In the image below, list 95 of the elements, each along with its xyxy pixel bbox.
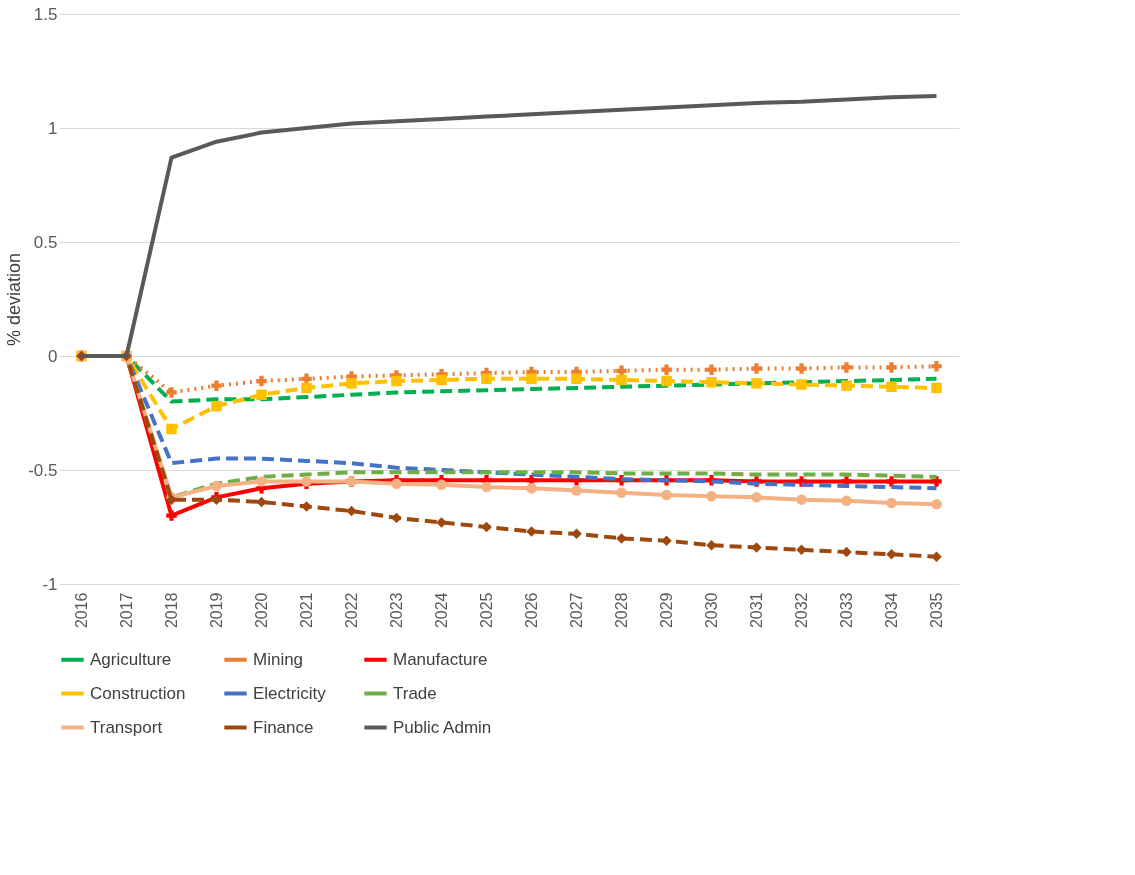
legend-label: Mining (253, 649, 304, 669)
x-tick-label: 2028 (613, 592, 630, 629)
point (571, 373, 582, 385)
legend-label: Finance (253, 717, 314, 737)
point (436, 374, 447, 386)
x-tick-label: 2023 (388, 592, 405, 629)
point (751, 363, 762, 374)
x-tick-label: 2035 (928, 592, 945, 629)
point (886, 476, 897, 487)
x-tick-label: 2018 (163, 592, 180, 629)
x-tick-label: 2034 (883, 592, 900, 629)
point (436, 517, 447, 528)
point (211, 380, 222, 391)
point (166, 387, 177, 398)
x-tick-label: 2019 (208, 592, 225, 629)
x-tick-label: 2022 (343, 592, 360, 629)
point (751, 542, 762, 553)
y-tick-label: 0.5 (33, 232, 58, 252)
point (436, 479, 447, 491)
point (841, 495, 852, 507)
point (526, 526, 537, 537)
point (391, 512, 402, 524)
point (661, 535, 672, 546)
point (661, 375, 672, 387)
legend-label: Manufacture (393, 649, 488, 669)
point (841, 546, 852, 558)
y-tick-label: -0.5 (28, 460, 58, 480)
point (661, 364, 672, 375)
point (796, 494, 807, 505)
x-tick-label: 2021 (298, 592, 315, 629)
point (391, 375, 402, 387)
point (886, 362, 897, 373)
point (526, 373, 537, 385)
x-tick-label: 2031 (748, 592, 765, 629)
y-axis-title: % deviation (4, 252, 25, 347)
point (706, 376, 717, 388)
point (256, 476, 267, 487)
point (931, 361, 942, 372)
point (211, 480, 222, 492)
point (481, 521, 492, 533)
x-tick-label: 2025 (478, 592, 495, 629)
point (526, 483, 537, 494)
point (751, 492, 762, 503)
x-tick-label: 2026 (523, 592, 540, 629)
point (661, 489, 672, 501)
point (166, 423, 177, 435)
point (256, 389, 267, 400)
point (301, 382, 312, 394)
point (166, 510, 177, 521)
x-tick-label: 2033 (838, 592, 855, 629)
point (706, 364, 717, 375)
point (796, 379, 807, 390)
point (931, 382, 942, 394)
point (796, 363, 807, 374)
legend-label: Electricity (253, 683, 327, 703)
point (571, 485, 582, 496)
point (706, 490, 717, 502)
point (301, 501, 312, 512)
point (841, 380, 852, 391)
x-tick-label: 2030 (703, 592, 720, 629)
x-tick-label: 2017 (118, 592, 135, 629)
point (706, 540, 717, 551)
point (346, 505, 357, 517)
point (886, 549, 897, 560)
legend-label: Agriculture (90, 649, 172, 669)
point (616, 374, 627, 386)
x-tick-label: 2032 (793, 592, 810, 629)
point (931, 498, 942, 510)
point (616, 487, 627, 499)
x-tick-label: 2016 (73, 592, 90, 629)
point (481, 481, 492, 493)
legend-label: Transport (90, 717, 163, 737)
point (256, 375, 267, 387)
point (616, 533, 627, 544)
point (256, 496, 267, 508)
y-tick-label: 0 (48, 346, 58, 366)
point (481, 373, 492, 385)
x-tick-label: 2020 (253, 592, 270, 629)
x-tick-label: 2027 (568, 592, 585, 629)
point (931, 551, 942, 562)
point (211, 400, 222, 412)
point (886, 497, 897, 509)
legend-label: Construction (90, 683, 186, 703)
y-tick-label: 1.5 (33, 4, 58, 24)
y-tick-label: 1 (48, 118, 58, 138)
point (751, 378, 762, 389)
legend-label: Public Admin (393, 717, 492, 737)
x-tick-label: 2024 (433, 592, 450, 629)
point (346, 378, 357, 389)
x-tick-label: 2029 (658, 592, 675, 629)
point (571, 528, 582, 540)
point (841, 362, 852, 373)
y-tick-label: -1 (42, 574, 58, 594)
legend-label: Trade (393, 683, 437, 703)
point (886, 381, 897, 393)
